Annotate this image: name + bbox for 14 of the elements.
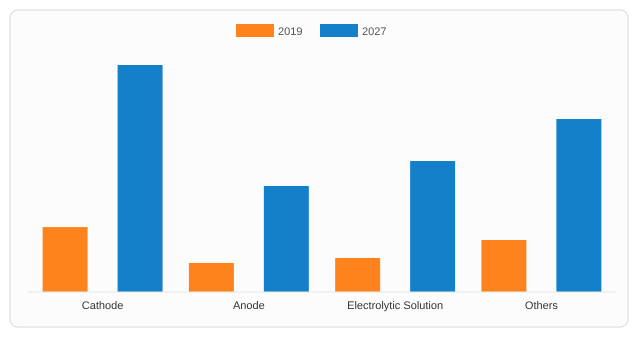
bar xyxy=(335,258,380,292)
x-tick-label: Electrolytic Solution xyxy=(347,300,444,312)
bar xyxy=(481,240,526,292)
x-tick-label: Cathode xyxy=(82,300,124,312)
x-tick-label: Others xyxy=(524,300,558,312)
bar xyxy=(118,65,163,292)
bar xyxy=(42,227,88,292)
bar xyxy=(410,161,456,292)
bar xyxy=(188,262,234,292)
bar xyxy=(264,186,309,292)
bar xyxy=(556,119,602,292)
legend-label: 2019 xyxy=(278,26,302,38)
legend-label: 2027 xyxy=(362,26,386,38)
x-tick-label: Anode xyxy=(232,300,265,312)
